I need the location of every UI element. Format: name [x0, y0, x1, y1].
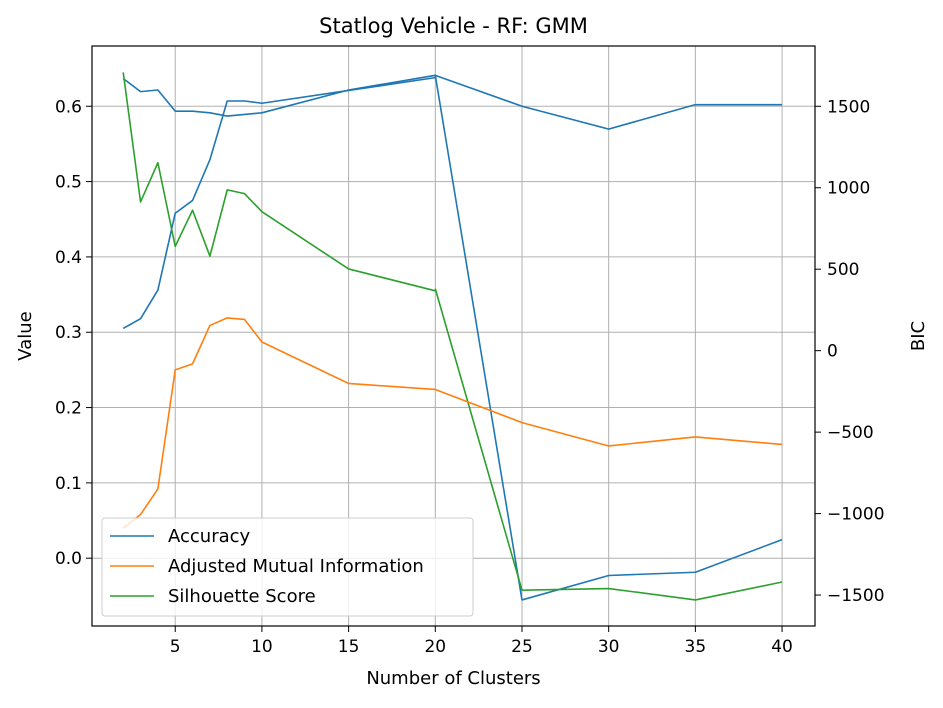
x-tick-label: 10	[251, 637, 273, 657]
x-tick-label: 20	[424, 637, 446, 657]
y2-tick-label: 0	[827, 342, 838, 362]
bic-line-0	[122, 74, 783, 130]
legend-box	[101, 517, 474, 617]
series-lines	[122, 72, 783, 601]
legend-label-silhouette-score: Silhouette Score	[168, 586, 316, 607]
y-axis-label: Value	[15, 311, 36, 360]
y2-tick-label: −1000	[827, 505, 885, 525]
y-tick-label: 0.5	[55, 173, 82, 193]
x-tick-label: 35	[685, 637, 707, 657]
y2-tick-label: −500	[827, 423, 874, 443]
series-line-adjusted-mutual-information	[122, 317, 783, 529]
y-tick-label: 0.0	[55, 549, 82, 569]
legend-label-accuracy: Accuracy	[168, 526, 251, 547]
axis-ticks: 5 10 15 20 25 30 35 40 0.0 0.1 0.2 0.3 0.4 0.5 0.6 −150…	[55, 97, 885, 657]
bic-line-1	[434, 75, 783, 601]
y2-tick-label: 1500	[827, 97, 870, 117]
x-axis-label: Number of Clusters	[366, 668, 540, 689]
chart-title: Statlog Vehicle - RF: GMM	[319, 14, 588, 38]
y-tick-label: 0.3	[55, 323, 82, 343]
plot-frame	[91, 45, 816, 627]
y2-tick-label: 500	[827, 260, 859, 280]
legend-label-adjusted-mutual-information: Adjusted Mutual Information	[168, 556, 424, 577]
series-line-accuracy	[122, 76, 436, 330]
y-tick-label: 0.2	[55, 399, 82, 419]
series-line-silhouette-score	[122, 72, 436, 292]
y-tick-label: 0.4	[55, 248, 82, 268]
y-tick-label: 0.6	[55, 97, 82, 117]
x-tick-label: 15	[338, 637, 360, 657]
x-tick-label: 40	[771, 637, 793, 657]
y2-tick-label: 1000	[827, 179, 870, 199]
y-tick-label: 0.1	[55, 474, 82, 494]
x-tick-label: 30	[598, 637, 620, 657]
y2-tick-label: −1500	[827, 586, 885, 606]
x-tick-label: 25	[511, 637, 533, 657]
legend: Accuracy Adjusted Mutual Information Sil…	[101, 517, 474, 617]
x-tick-label: 5	[170, 637, 181, 657]
bic-line-2	[434, 288, 783, 601]
y2-axis-label: BIC	[908, 321, 929, 351]
